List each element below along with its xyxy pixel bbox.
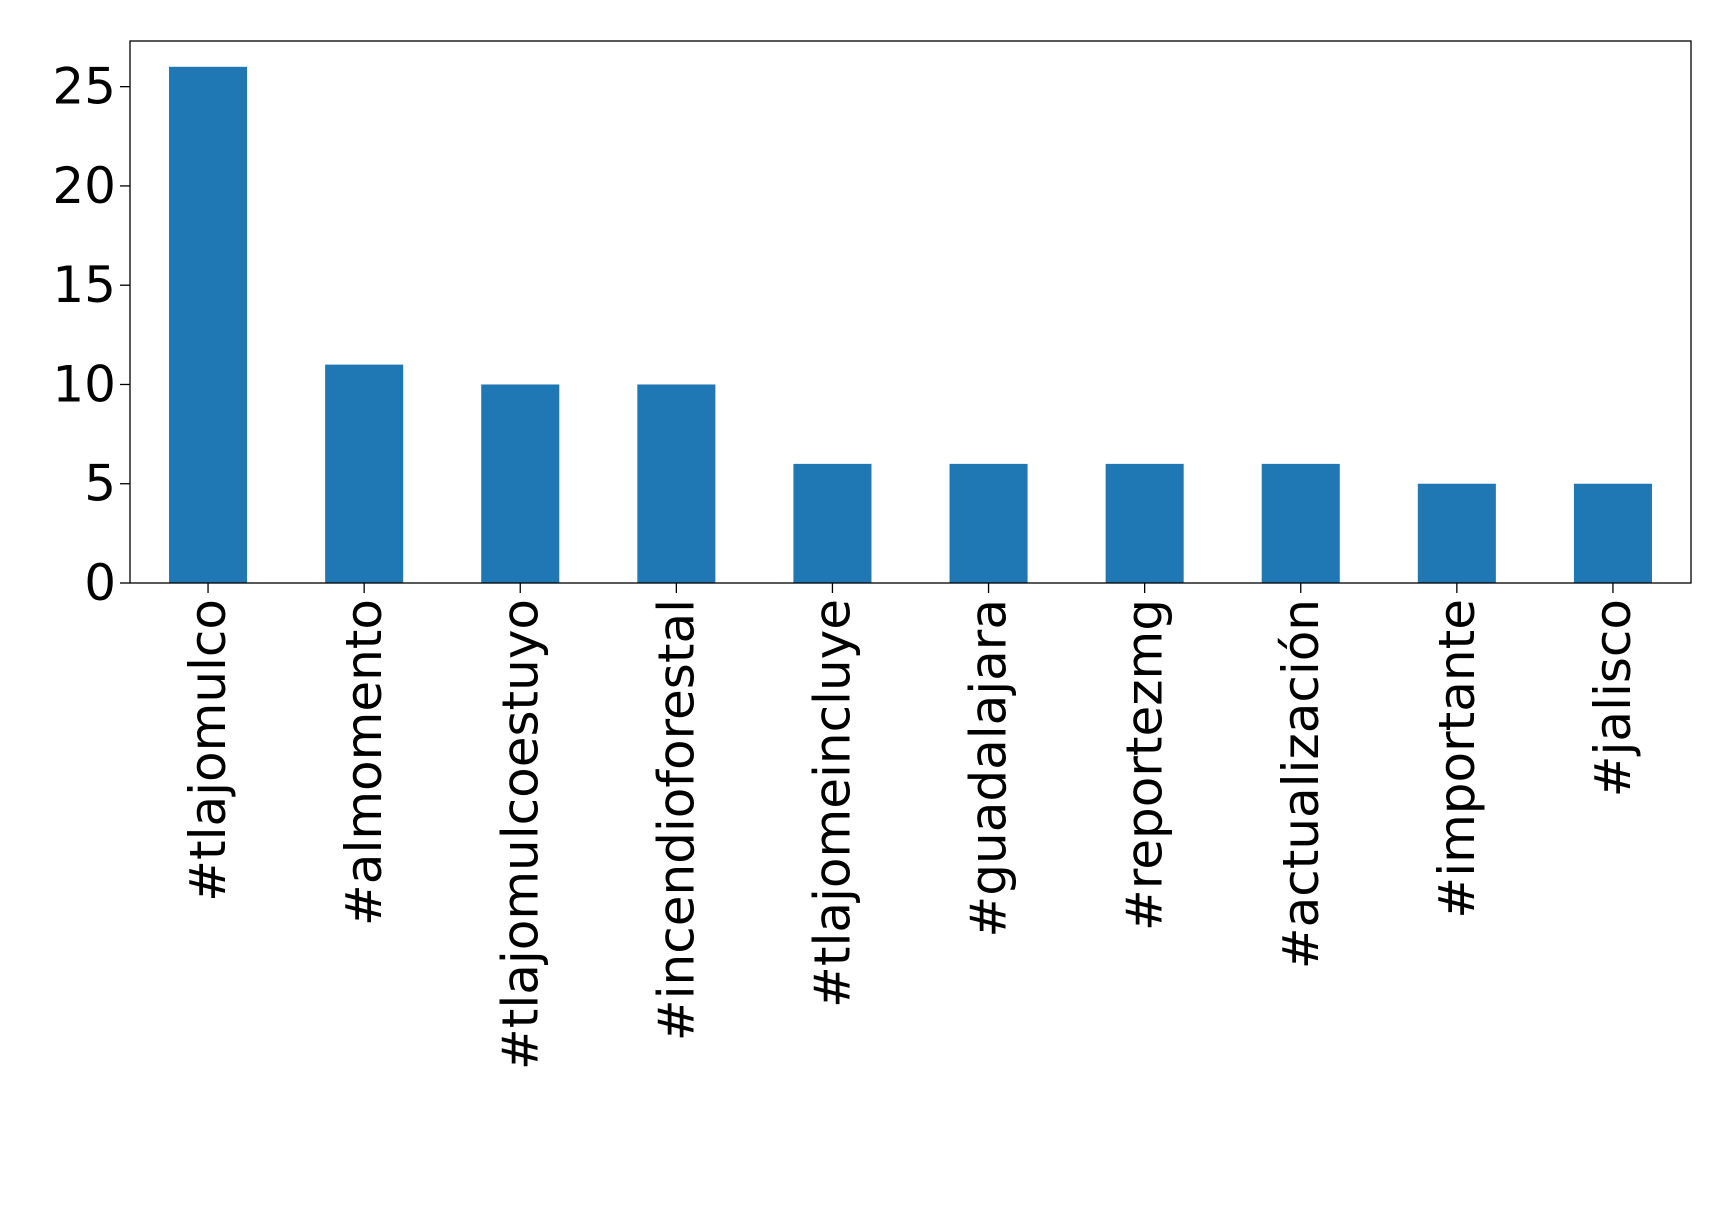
plot-frame	[129, 40, 1692, 584]
x-tick-label-5: #guadalajara	[960, 599, 1018, 938]
bar-2	[481, 384, 560, 583]
x-tick-label-4: #tlajomeincluye	[803, 599, 861, 1008]
x-tick-label-3: #incendioforestal	[647, 599, 705, 1041]
x-axis: #tlajomulco #almomento #tlajomulcoestuyo #i…	[179, 583, 1642, 1070]
x-tick-label-2: #tlajomulcoestuyo	[491, 599, 549, 1070]
bar-6	[1105, 463, 1184, 583]
y-tick-label-5: 25	[52, 58, 116, 116]
bars-group	[169, 66, 1652, 583]
bar-5	[949, 463, 1028, 583]
x-tick-label-1: #almomento	[335, 599, 393, 926]
y-tick-label-0: 0	[84, 554, 116, 612]
x-tick-label-9: #jalisco	[1584, 599, 1642, 797]
y-tick-label-3: 15	[52, 256, 116, 314]
x-tick-label-6: #reportezmg	[1116, 599, 1174, 931]
x-tick-label-8: #importante	[1428, 599, 1486, 919]
y-tick-label-4: 20	[52, 157, 116, 215]
bar-9	[1573, 483, 1652, 583]
bar-3	[637, 384, 716, 583]
bar-0	[169, 66, 248, 583]
y-tick-label-2: 10	[52, 355, 116, 413]
x-tick-label-0: #tlajomulco	[179, 599, 237, 902]
y-axis: 0 5 10 15 20 25	[52, 58, 130, 612]
bar-8	[1417, 483, 1496, 583]
y-tick-label-1: 5	[84, 455, 116, 513]
bar-7	[1261, 463, 1340, 583]
bar-4	[793, 463, 872, 583]
x-tick-label-7: #actualización	[1272, 599, 1330, 969]
bar-1	[325, 364, 404, 583]
